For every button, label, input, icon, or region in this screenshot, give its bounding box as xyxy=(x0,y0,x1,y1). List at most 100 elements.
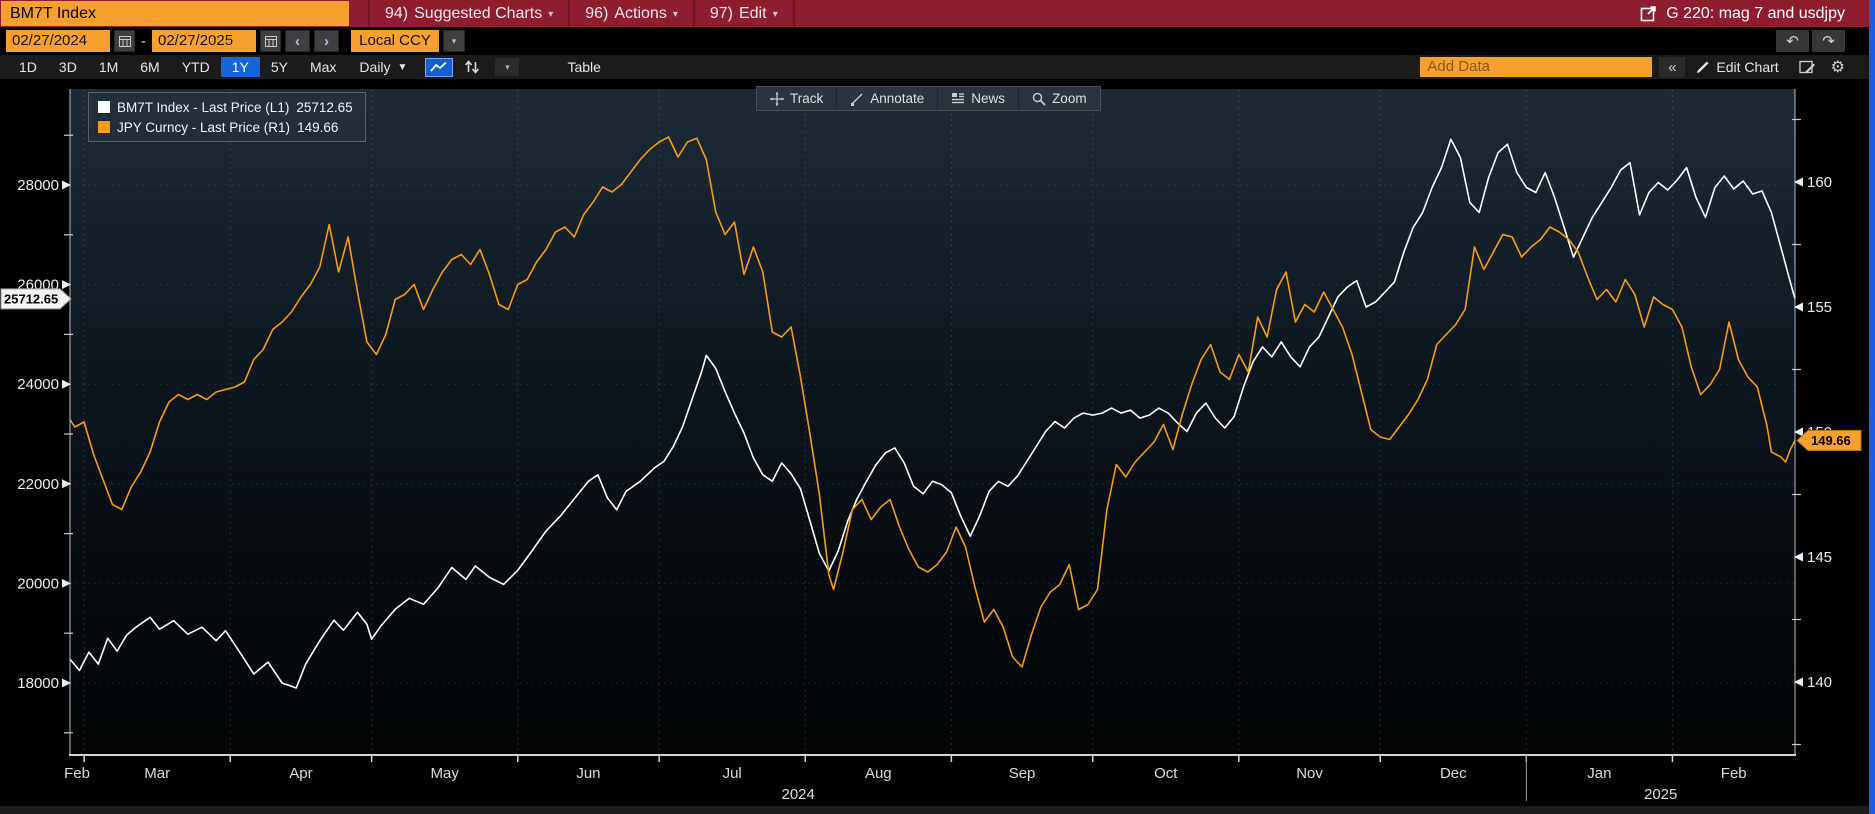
svg-text:155: 155 xyxy=(1807,299,1832,316)
chevron-down-icon: ▾ xyxy=(772,9,778,20)
legend-item-bm7t[interactable]: BM7T Index - Last Price (L1) 25712.65 xyxy=(98,97,353,117)
period-1m[interactable]: 1M xyxy=(98,59,119,75)
legend-swatch-orange xyxy=(98,121,110,133)
svg-text:20000: 20000 xyxy=(17,575,59,592)
legend-item-jpy[interactable]: JPY Curncy - Last Price (R1) 149.66 xyxy=(98,117,353,137)
range-bar: 02/27/2024 - 02/27/2025 ‹ xyxy=(0,27,1875,55)
legend-label: BM7T Index - Last Price (L1) xyxy=(117,99,290,115)
axis-scale-button[interactable] xyxy=(459,58,485,77)
period-3d[interactable]: 3D xyxy=(58,59,77,75)
history-controls: ↶ ↷ xyxy=(1776,30,1845,52)
frequency-label: Daily xyxy=(359,59,391,75)
gear-icon[interactable]: ⚙ xyxy=(1830,59,1845,76)
svg-text:2024: 2024 xyxy=(781,786,814,803)
menu-label: Edit xyxy=(738,4,767,22)
start-date-calendar-button[interactable] xyxy=(114,30,135,52)
chart-title-area: G 220: mag 7 and usdjpy xyxy=(1640,0,1845,27)
menu-key: 94) xyxy=(385,4,409,22)
menu-label: Suggested Charts xyxy=(414,4,543,22)
annotate-icon xyxy=(851,93,863,106)
title-bar: BM7T Index 94) Suggested Charts ▾ 96) Ac… xyxy=(0,0,1875,27)
period-1d[interactable]: 1D xyxy=(19,59,37,75)
collapse-panel-button[interactable]: « xyxy=(1659,57,1686,77)
svg-text:Mar: Mar xyxy=(144,765,170,782)
period-max[interactable]: Max xyxy=(309,59,337,75)
svg-text:Jun: Jun xyxy=(576,765,600,782)
svg-text:24000: 24000 xyxy=(17,376,59,393)
caret-down-icon: ▼ xyxy=(397,61,408,73)
chart-toolbar: 1D 3D 1M 6M YTD 1Y 5Y Max Daily ▼ xyxy=(0,55,1875,79)
menu-actions[interactable]: 96) Actions ▾ xyxy=(570,0,695,27)
edit-chart-button[interactable]: Edit Chart xyxy=(1692,59,1782,75)
calendar-icon xyxy=(264,36,277,47)
line-chart-icon xyxy=(430,61,448,72)
svg-text:160: 160 xyxy=(1807,174,1832,191)
currency-dropdown-button[interactable]: ▾ xyxy=(443,30,465,52)
track-button[interactable]: Track xyxy=(757,87,838,110)
svg-text:Feb: Feb xyxy=(1721,765,1747,782)
magnifier-icon xyxy=(1032,92,1046,106)
tool-label: Zoom xyxy=(1052,91,1087,106)
menu-key: 96) xyxy=(585,4,609,22)
chart-title: G 220: mag 7 and usdjpy xyxy=(1666,4,1845,22)
menu-edit[interactable]: 97) Edit ▾ xyxy=(695,0,795,27)
period-5y[interactable]: 5Y xyxy=(270,59,288,75)
period-controls: 1D 3D 1M 6M YTD 1Y 5Y Max Daily ▼ xyxy=(8,57,611,77)
redo-button[interactable]: ↷ xyxy=(1812,30,1845,52)
svg-text:18000: 18000 xyxy=(17,675,59,692)
tool-label: Annotate xyxy=(870,91,925,106)
table-button[interactable]: Table xyxy=(567,59,601,75)
chart-edit-icon xyxy=(1799,60,1816,74)
chevron-down-icon: ▾ xyxy=(672,9,678,20)
period-6m[interactable]: 6M xyxy=(140,59,160,75)
edit-chart-label: Edit Chart xyxy=(1716,59,1779,75)
frequency-select[interactable]: Daily ▼ xyxy=(347,59,419,75)
chart-legend: BM7T Index - Last Price (L1) 25712.65 JP… xyxy=(88,92,366,142)
menu-suggested-charts[interactable]: 94) Suggested Charts ▾ xyxy=(368,0,571,27)
annotate-button[interactable]: Annotate xyxy=(837,87,939,110)
window-bottom-edge xyxy=(0,806,1875,814)
external-link-icon[interactable] xyxy=(1640,5,1657,22)
up-down-arrows-icon xyxy=(465,60,480,74)
legend-swatch-white xyxy=(98,101,110,113)
add-data-input[interactable]: Add Data xyxy=(1420,57,1653,77)
price-chart[interactable]: 1800020000220002400026000280001401451501… xyxy=(0,79,1875,814)
svg-text:Jul: Jul xyxy=(723,765,742,782)
svg-text:Jan: Jan xyxy=(1587,765,1611,782)
svg-text:22000: 22000 xyxy=(17,476,59,493)
svg-text:Oct: Oct xyxy=(1154,765,1178,782)
svg-text:Nov: Nov xyxy=(1296,765,1323,782)
start-date-input[interactable]: 02/27/2024 xyxy=(6,30,110,52)
menu-key: 97) xyxy=(709,4,733,22)
period-ytd[interactable]: YTD xyxy=(181,59,210,75)
crosshair-icon xyxy=(770,91,784,106)
svg-text:28000: 28000 xyxy=(17,177,59,194)
tool-label: News xyxy=(971,91,1006,106)
svg-text:145: 145 xyxy=(1807,549,1832,566)
calendar-icon xyxy=(118,36,131,47)
svg-text:Apr: Apr xyxy=(289,765,312,782)
undo-button[interactable]: ↶ xyxy=(1776,30,1809,52)
security-ticker-input[interactable]: BM7T Index xyxy=(1,1,349,26)
zoom-button[interactable]: Zoom xyxy=(1019,87,1100,110)
shift-range-forward-button[interactable]: › xyxy=(314,30,339,52)
end-date-input[interactable]: 02/27/2025 xyxy=(152,30,256,52)
chart-type-dropdown-button[interactable]: ▾ xyxy=(495,58,520,76)
end-date-calendar-button[interactable] xyxy=(260,30,281,52)
svg-text:Feb: Feb xyxy=(64,765,90,782)
line-chart-type-button[interactable] xyxy=(425,57,454,77)
svg-text:May: May xyxy=(431,765,460,782)
currency-select[interactable]: Local CCY xyxy=(351,30,439,52)
menu-bar: 94) Suggested Charts ▾ 96) Actions ▾ 97)… xyxy=(368,0,795,27)
shift-range-back-button[interactable]: ‹ xyxy=(285,30,310,52)
legend-label: JPY Curncy - Last Price (R1) xyxy=(117,119,291,135)
legend-value: 25712.65 xyxy=(296,99,353,115)
period-1y[interactable]: 1Y xyxy=(220,57,260,77)
pencil-icon xyxy=(1697,61,1709,73)
menu-label: Actions xyxy=(614,4,667,22)
chevron-down-icon: ▾ xyxy=(548,9,554,20)
svg-text:Sep: Sep xyxy=(1009,765,1036,782)
news-button[interactable]: News xyxy=(938,87,1020,110)
chart-settings-button[interactable] xyxy=(1796,58,1820,77)
